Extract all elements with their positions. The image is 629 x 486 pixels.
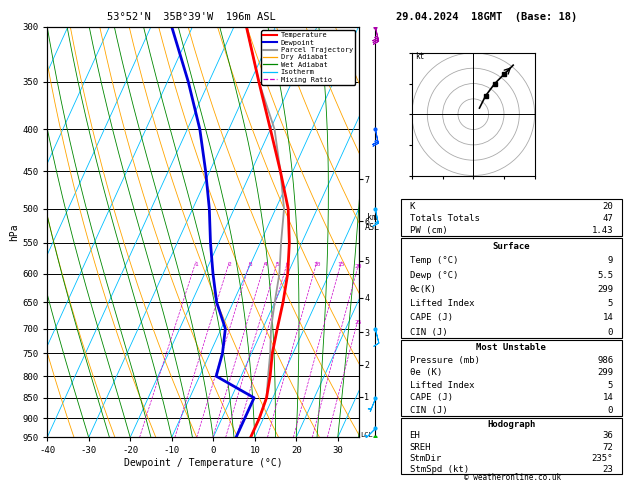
Text: Pressure (mb): Pressure (mb) xyxy=(409,356,479,365)
Text: EH: EH xyxy=(409,432,420,440)
Text: 6: 6 xyxy=(286,261,289,267)
Text: LCL: LCL xyxy=(360,432,372,438)
Text: 5: 5 xyxy=(276,261,279,267)
Text: 20: 20 xyxy=(355,264,362,269)
Text: 3: 3 xyxy=(248,261,252,267)
Text: 72: 72 xyxy=(603,443,613,451)
Text: CAPE (J): CAPE (J) xyxy=(409,394,452,402)
Text: Lifted Index: Lifted Index xyxy=(409,381,474,390)
Text: 23: 23 xyxy=(603,465,613,474)
Text: θe (K): θe (K) xyxy=(409,368,442,377)
Text: 14: 14 xyxy=(603,313,613,322)
Text: StmSpd (kt): StmSpd (kt) xyxy=(409,465,469,474)
Text: 9: 9 xyxy=(608,257,613,265)
Text: Most Unstable: Most Unstable xyxy=(476,343,547,352)
Text: CIN (J): CIN (J) xyxy=(409,328,447,337)
Text: PW (cm): PW (cm) xyxy=(409,226,447,235)
Text: θc(K): θc(K) xyxy=(409,285,437,294)
Text: 20: 20 xyxy=(603,202,613,211)
Text: 29.04.2024  18GMT  (Base: 18): 29.04.2024 18GMT (Base: 18) xyxy=(396,12,577,22)
Text: 2: 2 xyxy=(228,261,231,267)
Y-axis label: hPa: hPa xyxy=(9,223,19,241)
Text: CAPE (J): CAPE (J) xyxy=(409,313,452,322)
X-axis label: Dewpoint / Temperature (°C): Dewpoint / Temperature (°C) xyxy=(123,458,282,468)
Text: StmDir: StmDir xyxy=(409,454,442,463)
Text: K: K xyxy=(409,202,415,211)
Text: 299: 299 xyxy=(597,368,613,377)
Text: 5.5: 5.5 xyxy=(597,271,613,279)
Text: 1.43: 1.43 xyxy=(592,226,613,235)
Text: 36: 36 xyxy=(603,432,613,440)
Text: CIN (J): CIN (J) xyxy=(409,406,447,415)
Text: 299: 299 xyxy=(597,285,613,294)
Text: 4: 4 xyxy=(264,261,267,267)
Y-axis label: km
ASL: km ASL xyxy=(364,213,379,232)
Text: kt: kt xyxy=(415,52,425,61)
Text: SREH: SREH xyxy=(409,443,431,451)
Text: 1: 1 xyxy=(194,261,198,267)
Text: 10: 10 xyxy=(313,261,321,267)
Legend: Temperature, Dewpoint, Parcel Trajectory, Dry Adiabat, Wet Adiabat, Isotherm, Mi: Temperature, Dewpoint, Parcel Trajectory… xyxy=(261,30,355,85)
Text: 0: 0 xyxy=(608,406,613,415)
Text: 53°52'N  35B°39'W  196m ASL: 53°52'N 35B°39'W 196m ASL xyxy=(107,12,276,22)
Text: 14: 14 xyxy=(603,394,613,402)
Text: 15: 15 xyxy=(338,261,345,267)
Text: Temp (°C): Temp (°C) xyxy=(409,257,458,265)
Text: 235°: 235° xyxy=(592,454,613,463)
Text: 986: 986 xyxy=(597,356,613,365)
Text: Dewp (°C): Dewp (°C) xyxy=(409,271,458,279)
Text: Surface: Surface xyxy=(493,242,530,251)
Text: 5: 5 xyxy=(608,299,613,308)
Text: Lifted Index: Lifted Index xyxy=(409,299,474,308)
Text: © weatheronline.co.uk: © weatheronline.co.uk xyxy=(464,473,561,482)
Text: 47: 47 xyxy=(603,214,613,223)
Text: 25: 25 xyxy=(354,320,362,325)
Text: Hodograph: Hodograph xyxy=(487,420,535,429)
Text: 5: 5 xyxy=(608,381,613,390)
Text: Totals Totals: Totals Totals xyxy=(409,214,479,223)
Text: 0: 0 xyxy=(608,328,613,337)
